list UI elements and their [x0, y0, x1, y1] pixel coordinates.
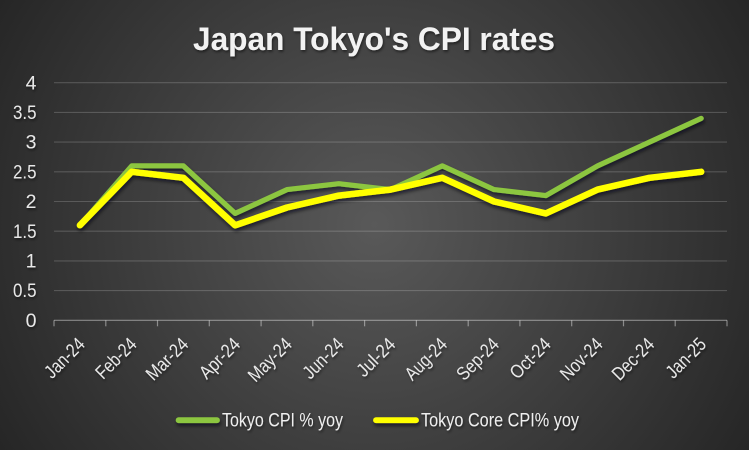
svg-text:3: 3: [26, 132, 37, 154]
svg-text:Jan-24: Jan-24: [41, 334, 90, 383]
svg-text:2: 2: [26, 191, 37, 213]
svg-text:2.5: 2.5: [13, 161, 37, 183]
svg-text:Japan Tokyo's CPI rates: Japan Tokyo's CPI rates: [193, 21, 555, 57]
svg-text:Apr-24: Apr-24: [195, 334, 245, 384]
svg-text:1.5: 1.5: [13, 221, 37, 243]
svg-text:Tokyo CPI % yoy: Tokyo CPI % yoy: [222, 409, 343, 431]
svg-text:0.5: 0.5: [13, 280, 37, 302]
svg-text:Jun-24: Jun-24: [299, 334, 349, 384]
svg-text:4: 4: [26, 72, 37, 94]
svg-text:3.5: 3.5: [13, 102, 37, 124]
svg-text:1: 1: [26, 251, 37, 273]
svg-text:Dec-24: Dec-24: [608, 334, 659, 385]
svg-text:Feb-24: Feb-24: [92, 334, 142, 384]
svg-text:Mar-24: Mar-24: [142, 334, 193, 385]
svg-text:Jul-24: Jul-24: [353, 334, 401, 382]
svg-text:May-24: May-24: [244, 334, 297, 387]
svg-text:Sep-24: Sep-24: [453, 334, 504, 385]
svg-text:0: 0: [26, 310, 37, 332]
svg-text:Jan-25: Jan-25: [662, 334, 711, 383]
svg-text:Aug-24: Aug-24: [401, 334, 452, 385]
svg-text:Nov-24: Nov-24: [556, 334, 607, 385]
svg-text:Tokyo Core CPI% yoy: Tokyo Core CPI% yoy: [421, 409, 579, 431]
svg-text:Oct-24: Oct-24: [506, 334, 556, 384]
